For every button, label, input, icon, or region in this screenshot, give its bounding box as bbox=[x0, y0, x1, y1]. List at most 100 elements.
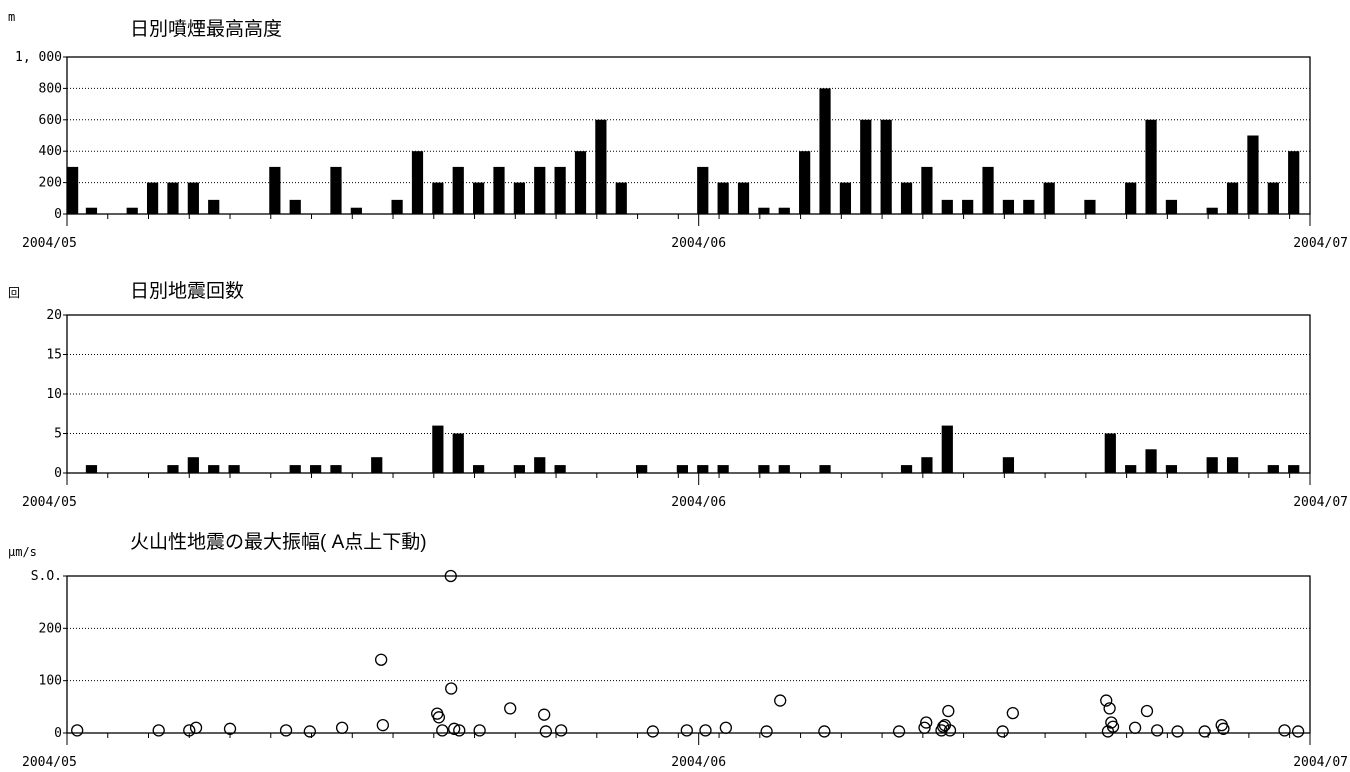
y-tick-label: 0 bbox=[54, 726, 62, 741]
bar bbox=[737, 182, 750, 214]
data-point bbox=[539, 725, 553, 738]
y-tick-label: 200 bbox=[39, 621, 62, 636]
data-point bbox=[473, 724, 486, 737]
bar bbox=[1267, 182, 1279, 214]
x-axis-label: 2004/06 bbox=[671, 755, 726, 770]
x-axis-label: 2004/06 bbox=[671, 236, 726, 251]
bar bbox=[574, 151, 587, 214]
bar bbox=[1043, 182, 1055, 214]
data-point bbox=[1140, 704, 1154, 718]
data-point bbox=[453, 724, 466, 737]
bar bbox=[1288, 465, 1300, 473]
bar bbox=[676, 465, 688, 473]
unit-label: m bbox=[8, 10, 15, 24]
unit-label: 回 bbox=[8, 286, 20, 300]
y-tick-label: 10 bbox=[46, 387, 62, 402]
y-tick-label: 5 bbox=[54, 427, 62, 442]
bar bbox=[554, 166, 566, 214]
bar bbox=[371, 457, 383, 473]
data-point bbox=[1100, 694, 1113, 707]
bar bbox=[758, 465, 770, 473]
data-point bbox=[1151, 724, 1164, 737]
data-point bbox=[996, 725, 1009, 738]
bar bbox=[513, 182, 525, 214]
bar bbox=[962, 199, 974, 214]
bar bbox=[330, 166, 342, 214]
y-tick-label: 0 bbox=[54, 466, 62, 481]
plume-height-chart: 日別噴煙最高高度 m 1, 000 800 600 400 200 0 2004/05 2004/… bbox=[8, 10, 1348, 251]
x-axis-label: 2004/07 bbox=[1293, 495, 1348, 510]
bar bbox=[67, 166, 79, 214]
bar bbox=[167, 465, 179, 473]
unit-label: μm/s bbox=[8, 545, 37, 559]
bar bbox=[187, 457, 199, 473]
bar bbox=[1002, 457, 1015, 473]
bar bbox=[1206, 457, 1218, 473]
bar bbox=[921, 166, 933, 214]
bar bbox=[269, 166, 281, 214]
x-axis-label: 2004/06 bbox=[671, 495, 726, 510]
bar bbox=[473, 465, 485, 473]
bar bbox=[513, 465, 525, 473]
data-point bbox=[719, 721, 733, 734]
bar bbox=[309, 465, 322, 473]
x-axis-label: 2004/05 bbox=[22, 755, 77, 770]
data-point bbox=[1128, 721, 1142, 734]
bar bbox=[1226, 457, 1239, 473]
plot-frame bbox=[66, 314, 1311, 474]
bar bbox=[1145, 449, 1157, 473]
plot-frame bbox=[66, 56, 1311, 215]
bar bbox=[615, 182, 627, 214]
bar bbox=[289, 465, 301, 473]
bar bbox=[1206, 207, 1218, 214]
data-point bbox=[152, 724, 165, 737]
data-point bbox=[189, 721, 203, 734]
bar bbox=[941, 425, 953, 473]
y-tick-label: 15 bbox=[46, 348, 62, 363]
data-point bbox=[183, 724, 196, 737]
bar bbox=[1267, 465, 1279, 473]
data-point bbox=[279, 724, 293, 737]
bar bbox=[921, 457, 933, 473]
data-point bbox=[448, 722, 461, 735]
bar bbox=[636, 465, 648, 473]
data-point bbox=[1006, 706, 1019, 720]
bar bbox=[1145, 119, 1157, 214]
chart-title: 日別噴煙最高高度 bbox=[130, 18, 282, 40]
data-point bbox=[432, 711, 446, 724]
bar bbox=[758, 207, 770, 214]
y-tick-label: 200 bbox=[39, 176, 62, 191]
bar bbox=[554, 465, 566, 473]
data-point bbox=[303, 725, 316, 738]
bar bbox=[1125, 182, 1137, 214]
bar bbox=[289, 199, 301, 214]
bar bbox=[187, 182, 199, 214]
bar bbox=[534, 166, 546, 214]
bar bbox=[208, 199, 220, 214]
data-point bbox=[818, 725, 831, 738]
bar bbox=[432, 182, 444, 214]
bar bbox=[697, 465, 709, 473]
x-axis-label: 2004/07 bbox=[1293, 236, 1348, 251]
bar bbox=[1104, 433, 1116, 473]
data-point bbox=[223, 722, 237, 735]
y-tick-label: 20 bbox=[46, 308, 62, 323]
bar bbox=[534, 457, 546, 473]
data-point bbox=[937, 720, 950, 733]
bar bbox=[1125, 465, 1137, 473]
bar bbox=[982, 166, 994, 214]
bar bbox=[819, 88, 831, 214]
bar bbox=[146, 182, 159, 214]
data-point bbox=[335, 721, 349, 734]
y-tick-label: 400 bbox=[39, 144, 62, 159]
bar bbox=[1023, 199, 1035, 214]
bar bbox=[900, 465, 913, 473]
data-point bbox=[1217, 722, 1230, 735]
data-point bbox=[445, 682, 458, 695]
data-point bbox=[538, 708, 551, 721]
y-tick-label: 800 bbox=[39, 81, 62, 96]
bar bbox=[85, 465, 98, 473]
y-tick-label: 0 bbox=[54, 207, 62, 222]
bar bbox=[493, 166, 505, 214]
data-point bbox=[1198, 725, 1211, 738]
